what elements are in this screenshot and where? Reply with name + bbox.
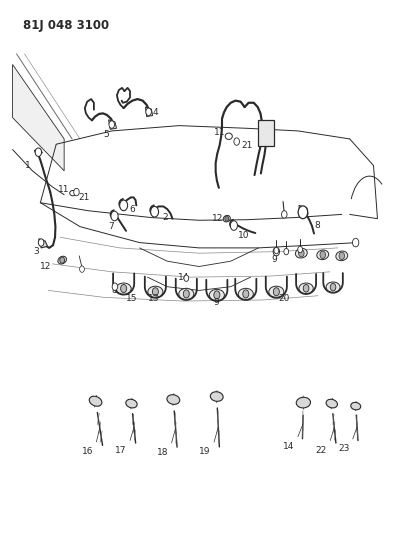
Polygon shape bbox=[109, 120, 117, 130]
Circle shape bbox=[303, 285, 309, 292]
Circle shape bbox=[74, 188, 79, 196]
Text: 4: 4 bbox=[152, 108, 158, 117]
Text: 9: 9 bbox=[213, 298, 219, 307]
Circle shape bbox=[120, 200, 128, 211]
Circle shape bbox=[243, 290, 249, 298]
Polygon shape bbox=[13, 64, 64, 171]
Circle shape bbox=[60, 257, 64, 263]
Circle shape bbox=[150, 206, 158, 217]
Text: 9: 9 bbox=[271, 255, 277, 263]
Text: 11: 11 bbox=[58, 185, 70, 195]
Polygon shape bbox=[34, 149, 42, 156]
Ellipse shape bbox=[326, 282, 340, 292]
Ellipse shape bbox=[70, 190, 76, 196]
Ellipse shape bbox=[148, 286, 163, 297]
Ellipse shape bbox=[167, 395, 180, 405]
Ellipse shape bbox=[299, 283, 313, 294]
Ellipse shape bbox=[116, 283, 131, 294]
Circle shape bbox=[320, 251, 326, 259]
Polygon shape bbox=[299, 205, 308, 215]
Text: 14: 14 bbox=[283, 442, 295, 451]
Circle shape bbox=[273, 247, 279, 256]
Circle shape bbox=[184, 275, 189, 281]
Text: 15: 15 bbox=[126, 294, 137, 303]
Ellipse shape bbox=[238, 288, 254, 300]
Circle shape bbox=[109, 121, 115, 128]
Text: 19: 19 bbox=[199, 447, 211, 456]
Polygon shape bbox=[39, 239, 47, 248]
Polygon shape bbox=[145, 107, 152, 117]
Circle shape bbox=[111, 211, 118, 221]
Ellipse shape bbox=[126, 399, 137, 408]
Circle shape bbox=[146, 108, 151, 116]
Circle shape bbox=[339, 252, 345, 260]
Ellipse shape bbox=[336, 251, 348, 261]
Text: 21: 21 bbox=[242, 141, 253, 150]
FancyBboxPatch shape bbox=[258, 120, 274, 147]
Circle shape bbox=[353, 238, 359, 247]
Circle shape bbox=[112, 283, 118, 290]
Ellipse shape bbox=[179, 288, 194, 300]
Text: 10: 10 bbox=[238, 231, 250, 240]
Circle shape bbox=[183, 290, 189, 298]
Text: 1: 1 bbox=[25, 161, 31, 170]
Circle shape bbox=[152, 288, 158, 296]
Text: 13: 13 bbox=[148, 294, 160, 303]
Circle shape bbox=[298, 206, 308, 219]
Text: 16: 16 bbox=[82, 447, 93, 456]
Circle shape bbox=[214, 291, 220, 299]
Circle shape bbox=[273, 288, 279, 296]
Ellipse shape bbox=[317, 250, 329, 260]
Circle shape bbox=[234, 138, 240, 146]
Text: 8: 8 bbox=[111, 286, 117, 295]
Circle shape bbox=[274, 247, 279, 254]
Ellipse shape bbox=[89, 396, 102, 406]
Ellipse shape bbox=[223, 215, 230, 222]
Text: 7: 7 bbox=[109, 222, 114, 231]
Text: 11: 11 bbox=[214, 128, 226, 137]
Circle shape bbox=[298, 246, 302, 253]
Circle shape bbox=[330, 284, 336, 291]
Circle shape bbox=[281, 211, 287, 218]
Text: 20: 20 bbox=[278, 294, 290, 303]
Circle shape bbox=[121, 285, 127, 293]
Ellipse shape bbox=[269, 286, 284, 297]
Ellipse shape bbox=[326, 399, 338, 408]
Text: 6: 6 bbox=[129, 205, 135, 214]
Circle shape bbox=[225, 216, 229, 221]
Text: 17: 17 bbox=[115, 446, 127, 455]
Ellipse shape bbox=[295, 248, 307, 258]
Text: 12: 12 bbox=[40, 262, 52, 271]
Text: 2: 2 bbox=[162, 213, 168, 222]
Text: 18: 18 bbox=[157, 448, 168, 457]
Circle shape bbox=[80, 266, 84, 272]
Text: 22: 22 bbox=[316, 446, 327, 455]
Text: 14: 14 bbox=[178, 273, 190, 281]
Text: 5: 5 bbox=[103, 130, 109, 139]
Text: 8: 8 bbox=[314, 221, 320, 230]
Ellipse shape bbox=[225, 133, 232, 140]
Text: 3: 3 bbox=[33, 247, 39, 256]
Ellipse shape bbox=[296, 397, 310, 408]
Text: 81J 048 3100: 81J 048 3100 bbox=[23, 19, 109, 33]
Circle shape bbox=[230, 221, 238, 230]
Circle shape bbox=[298, 249, 304, 257]
Circle shape bbox=[35, 148, 41, 157]
Text: 12: 12 bbox=[212, 214, 223, 223]
Ellipse shape bbox=[209, 289, 224, 301]
Ellipse shape bbox=[58, 256, 66, 264]
Circle shape bbox=[284, 248, 289, 255]
Text: 23: 23 bbox=[338, 444, 349, 453]
Circle shape bbox=[38, 239, 44, 246]
Ellipse shape bbox=[351, 402, 361, 410]
Text: 21: 21 bbox=[78, 193, 90, 202]
Ellipse shape bbox=[210, 392, 223, 401]
